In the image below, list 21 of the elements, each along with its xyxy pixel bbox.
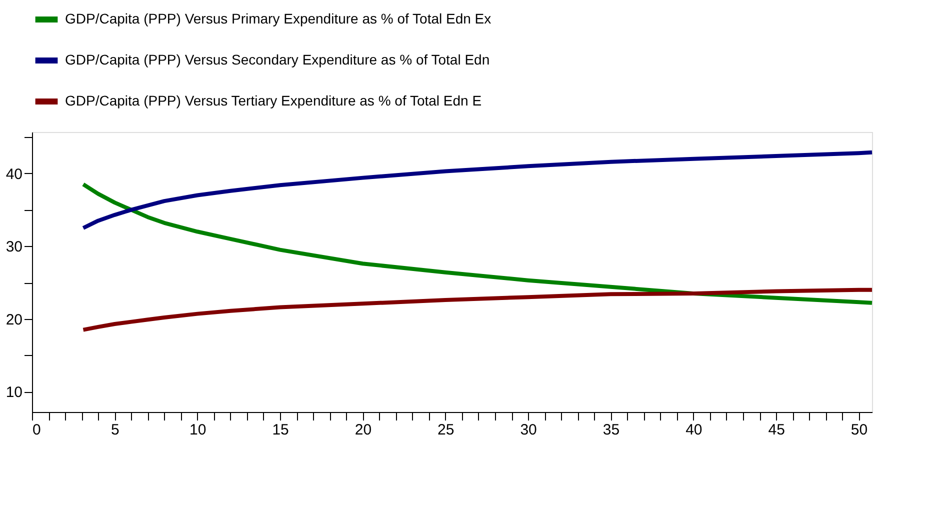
legend-label: GDP/Capita (PPP) Versus Secondary Expenditure as % of Total Edn bbox=[65, 52, 490, 68]
x-tick-label: 25 bbox=[438, 422, 454, 438]
x-tick-label: 0 bbox=[32, 422, 41, 438]
y-tick-label: 30 bbox=[6, 238, 22, 256]
x-tick-label: 30 bbox=[520, 422, 537, 438]
line-series bbox=[81, 150, 874, 230]
legend-label: GDP/Capita (PPP) Versus Primary Expenditure as % of Total Edn Ex bbox=[65, 10, 492, 26]
y-tick-label: 10 bbox=[6, 384, 22, 402]
y-tick-label: 20 bbox=[6, 311, 22, 328]
x-tick-label: 35 bbox=[602, 422, 620, 438]
x-tick-label: 50 bbox=[850, 422, 868, 438]
y-tick-label: 40 bbox=[6, 166, 22, 183]
legend-label: GDP/Capita (PPP) Versus Tertiary Expenditure as % of Total Edn E bbox=[65, 92, 482, 108]
x-tick-label: 20 bbox=[354, 422, 372, 438]
line-series bbox=[81, 182, 874, 305]
line-series bbox=[81, 288, 874, 332]
x-tick-label: 5 bbox=[111, 422, 120, 438]
x-tick-label: 40 bbox=[686, 422, 702, 438]
x-tick-label: 45 bbox=[768, 422, 785, 438]
x-tick-label: 15 bbox=[272, 422, 289, 438]
x-tick-label: 10 bbox=[190, 422, 206, 438]
